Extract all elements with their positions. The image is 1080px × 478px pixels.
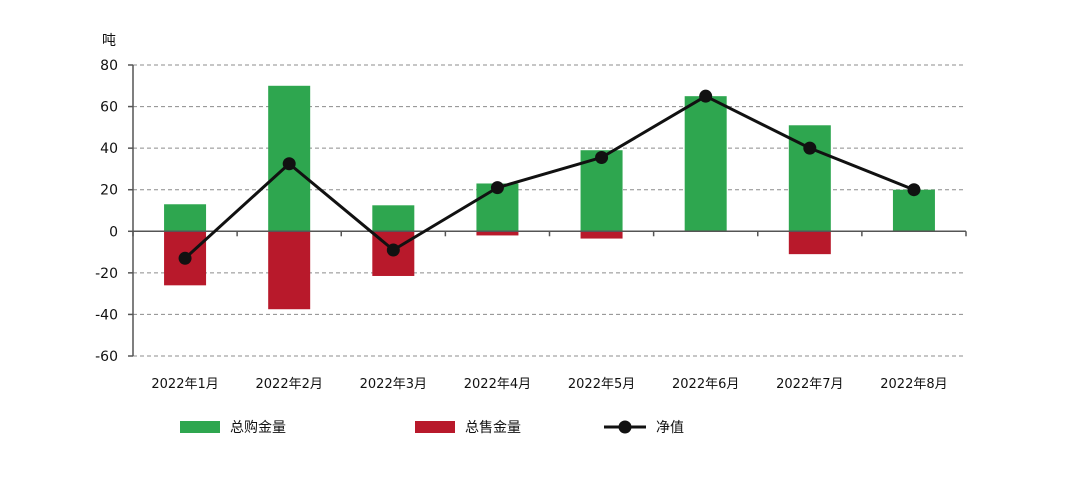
- y-axis-unit-label: 吨: [102, 33, 116, 49]
- bar-sale-4: [580, 231, 623, 239]
- net-value-point-3: [490, 181, 504, 195]
- x-tick-labels: 2022年1月 2022年2月 2022年3月 2022年4月 2022年5月 2022年…: [151, 377, 947, 392]
- bar-purchase-5: [684, 96, 727, 232]
- x-tick-label: 2022年1月: [151, 377, 218, 392]
- y-tick-label: 0: [109, 224, 118, 240]
- net-value-point-6: [803, 141, 817, 155]
- x-tick-label: 2022年3月: [360, 377, 427, 392]
- y-tick-label: 20: [100, 183, 118, 199]
- legend-label-sale: 总售金量: [465, 420, 521, 436]
- legend-marker-net: [618, 420, 632, 434]
- net-value-point-0: [178, 251, 192, 265]
- axis-layer: [128, 64, 967, 357]
- bar-sale-1: [268, 231, 311, 310]
- y-tick-labels: 80 60 40 20 0 -20 -40 -60: [95, 58, 118, 365]
- legend: 总购金量 总售金量 净值: [180, 420, 684, 436]
- legend-label-net: 净值: [656, 420, 684, 436]
- net-value-point-5: [699, 89, 713, 103]
- x-tick-label: 2022年5月: [568, 377, 635, 392]
- bar-purchase-0: [164, 204, 207, 232]
- x-tick-label: 2022年4月: [464, 377, 531, 392]
- y-tick-label: 80: [100, 58, 118, 74]
- net-value-point-4: [595, 150, 609, 164]
- net-value-point-2: [386, 243, 400, 257]
- legend-swatch-sale: [415, 421, 455, 433]
- grid-layer: [133, 64, 966, 357]
- net-value-point-7: [907, 183, 921, 197]
- net-value-line: [184, 94, 915, 260]
- y-tick-label: -20: [95, 266, 118, 282]
- bar-purchase-7: [892, 189, 935, 232]
- bar-sale-6: [788, 231, 831, 255]
- net-line-layer: [178, 89, 921, 265]
- y-tick-label: 40: [100, 141, 118, 157]
- y-tick-label: -40: [95, 307, 118, 323]
- x-tick-label: 2022年6月: [672, 377, 739, 392]
- legend-label-purchase: 总购金量: [230, 420, 286, 436]
- x-tick-label: 2022年2月: [256, 377, 323, 392]
- net-value-point-1: [282, 157, 296, 171]
- y-tick-label: -60: [95, 349, 118, 365]
- y-tick-label: 60: [100, 100, 118, 116]
- bar-sale-3: [476, 231, 519, 236]
- x-tick-label: 2022年8月: [880, 377, 947, 392]
- bar-layer: [164, 85, 935, 310]
- bar-purchase-2: [372, 205, 415, 232]
- legend-swatch-purchase: [180, 421, 220, 433]
- x-tick-label: 2022年7月: [776, 377, 843, 392]
